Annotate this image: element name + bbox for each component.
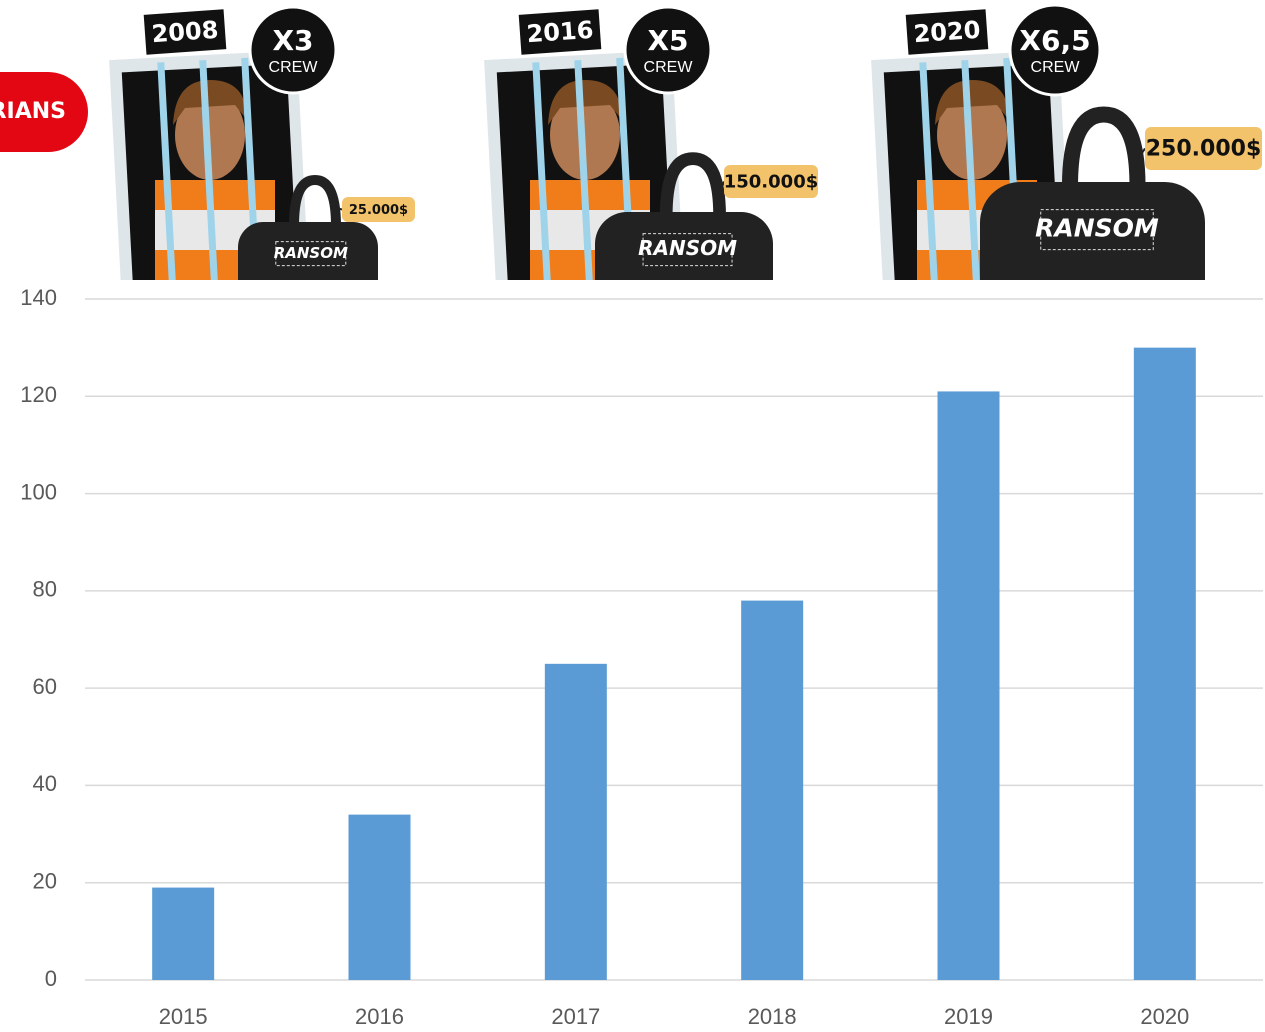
- bar-line: [532, 62, 552, 280]
- x-tick-label: 2019: [944, 1004, 993, 1029]
- y-tick-label: 20: [33, 869, 57, 894]
- bar-line: [157, 62, 177, 280]
- year-box: 2016: [518, 9, 602, 55]
- y-tick-label: 0: [45, 966, 57, 991]
- crew: CREW: [269, 59, 319, 76]
- badge-text: RIANS: [0, 99, 66, 124]
- multiplier: X6,5: [1019, 24, 1090, 57]
- year: 2016: [526, 16, 595, 49]
- panel: 2020 X6,5 CREW RANSOM 250.000$: [871, 3, 1262, 280]
- bag-label: RANSOM: [1035, 214, 1159, 243]
- bag: [595, 212, 773, 280]
- bag-label-box: [1040, 209, 1154, 251]
- ransom-tag: [342, 197, 415, 222]
- hair: [935, 80, 1009, 125]
- multiplier: X5: [647, 24, 688, 57]
- year-box: 2020: [905, 9, 989, 55]
- y-tick-label: 140: [20, 285, 57, 310]
- bag-label-box: [275, 241, 347, 267]
- bar: [937, 391, 1000, 981]
- bar: [152, 887, 215, 980]
- panel: 2008 X3 CREW RANSOM 25.000$: [109, 5, 415, 280]
- crew: CREW: [644, 59, 694, 76]
- multiplier: X3: [272, 24, 313, 57]
- x-tick-label: 2017: [551, 1004, 600, 1029]
- bar-line: [961, 59, 981, 280]
- bar-line: [574, 59, 594, 280]
- hair: [173, 80, 247, 125]
- x-tick-label: 2020: [1140, 1004, 1189, 1029]
- bar-line: [919, 62, 939, 280]
- crew-circle: [1008, 3, 1102, 97]
- year: 2020: [913, 16, 982, 49]
- badge: [0, 72, 88, 152]
- bag-label: RANSOM: [274, 244, 348, 262]
- year-bg: [143, 9, 227, 55]
- tag-string: [718, 181, 725, 195]
- crew-circle: [623, 5, 713, 95]
- year: 2008: [151, 16, 220, 49]
- bag: [980, 182, 1205, 280]
- x-tick-label: 2016: [355, 1004, 404, 1029]
- bar-line: [199, 59, 219, 280]
- ransom-tag: [724, 165, 818, 198]
- hair: [548, 80, 622, 125]
- ransom-amount: 25.000$: [349, 203, 408, 218]
- bar: [741, 600, 804, 980]
- bag-handle: [1061, 106, 1146, 187]
- year-bg: [905, 9, 989, 55]
- year-bg: [518, 9, 602, 55]
- x-tick-label: 2015: [159, 1004, 208, 1029]
- crew-circle: [248, 5, 338, 95]
- bar: [1133, 347, 1196, 981]
- ransom-amount: 250.000$: [1146, 137, 1262, 162]
- y-tick-label: 40: [33, 771, 57, 796]
- y-tick-label: 80: [33, 577, 57, 602]
- ransom-amount: 150.000$: [724, 172, 819, 193]
- bag-handle: [289, 174, 341, 227]
- tag-string: [1136, 147, 1146, 161]
- bag-label-box: [642, 233, 733, 267]
- bar: [348, 814, 411, 980]
- ransom-tag: [1145, 127, 1262, 170]
- bag-label: RANSOM: [638, 236, 737, 260]
- panel: 2016 X5 CREW RANSOM 150.000$: [484, 5, 819, 280]
- y-tick-label: 120: [20, 382, 57, 407]
- year-box: 2008: [143, 9, 227, 55]
- bar: [544, 663, 607, 980]
- bag-handle: [659, 152, 726, 217]
- bag: [238, 222, 378, 280]
- plot-area: 0 20 40 60 80 100 120 140 2015 2016 2017 2018 2019 20…: [20, 285, 1263, 1029]
- crew: CREW: [1031, 59, 1081, 76]
- y-tick-label: 60: [33, 674, 57, 699]
- x-tick-label: 2018: [748, 1004, 797, 1029]
- tag-string: [335, 207, 343, 211]
- y-tick-label: 100: [20, 479, 57, 504]
- illustration: RIANS 2008 X3 CREW RANSOM 25.000$ 2016 X5 CREW R…: [0, 3, 1262, 280]
